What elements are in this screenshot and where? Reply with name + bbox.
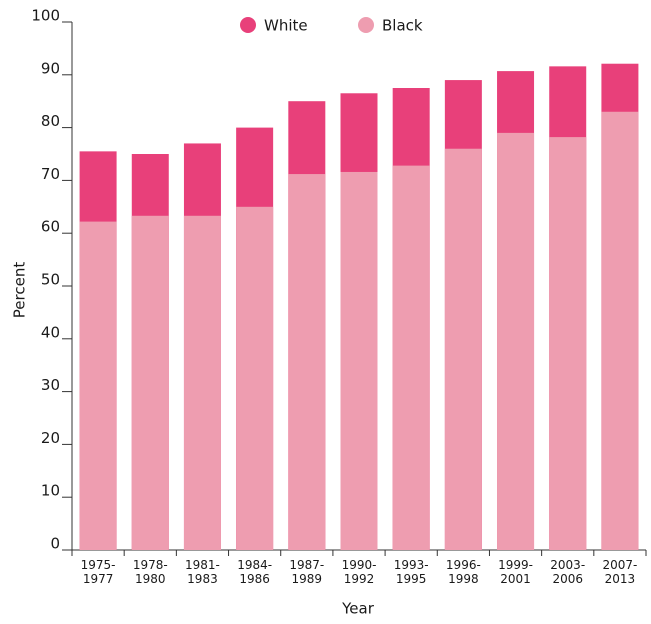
y-tick-label: 0 [50,535,60,553]
y-tick-label: 90 [41,59,60,77]
x-tick-label: 1978-1980 [133,558,168,586]
bar [131,215,169,550]
y-tick-label: 70 [41,165,60,183]
x-tick-label: 1993-1995 [394,558,429,586]
y-axis-label: Percent [11,262,29,319]
x-tick-label: 1987-1989 [289,558,324,586]
bar [183,215,221,550]
bar [444,148,482,550]
x-tick-label: 1999-2001 [498,558,533,586]
x-axis-label: Year [341,600,375,618]
y-tick-label: 80 [41,112,60,130]
y-tick-label: 50 [41,271,60,289]
y-tick-label: 30 [41,376,60,394]
y-tick-label: 60 [41,218,60,236]
y-tick-label: 40 [41,323,60,341]
x-tick-label: 2007-2013 [602,558,637,586]
bar [340,171,378,550]
x-tick-label: 2003-2006 [550,558,585,586]
bar [236,206,274,551]
x-tick-label: 1981-1983 [185,558,220,586]
bar [79,221,117,551]
bar [288,174,326,550]
y-tick-label: 100 [31,7,60,25]
bar [497,132,535,550]
legend-label: White [264,17,308,35]
legend-label: Black [382,17,423,35]
x-tick-label: 1975-1977 [81,558,116,586]
y-tick-label: 10 [41,482,60,500]
legend-marker [240,17,256,33]
bar [549,137,587,550]
bar [392,165,430,550]
y-tick-label: 20 [41,429,60,447]
legend-marker [358,17,374,33]
x-tick-label: 1984-1986 [237,558,272,586]
bar [601,111,639,550]
x-tick-label: 1990-1992 [342,558,377,586]
x-tick-label: 1996-1998 [446,558,481,586]
